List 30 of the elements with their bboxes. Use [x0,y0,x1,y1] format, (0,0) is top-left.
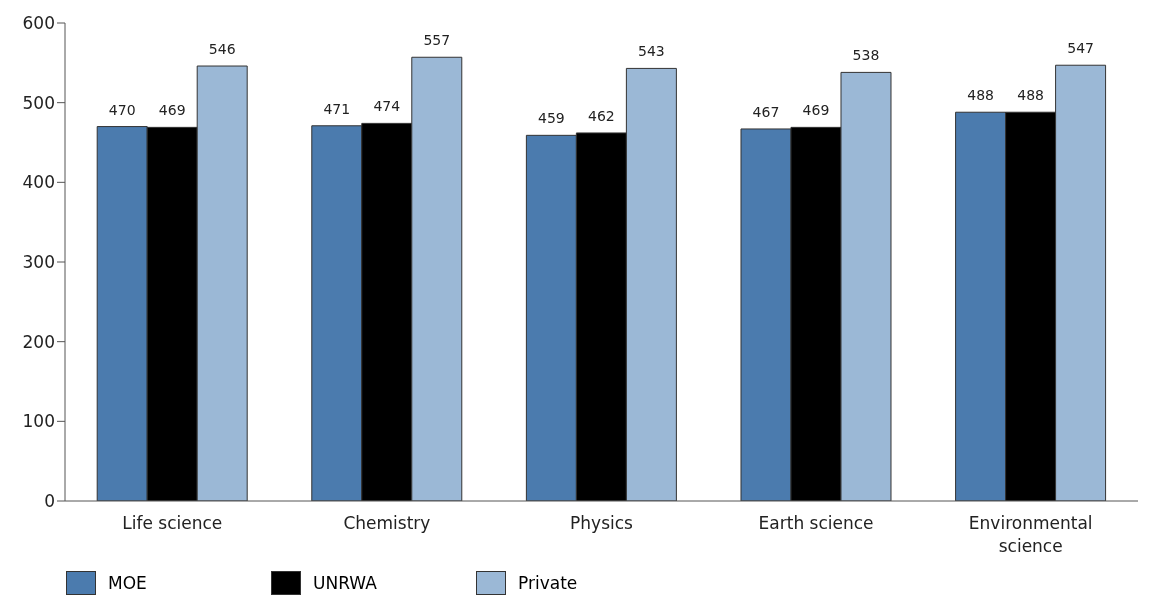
legend-label: Private [518,573,578,593]
y-tick-label: 600 [22,13,55,34]
data-label: 538 [852,47,880,64]
y-tick-label: 400 [22,172,55,193]
data-label: 547 [1067,40,1094,57]
data-label: 488 [1017,87,1044,104]
data-label: 543 [638,43,665,60]
x-tick-label: Chemistry [343,513,431,533]
data-label: 474 [373,98,401,115]
y-tick-label: 200 [22,331,55,352]
y-tick-label: 300 [22,252,55,273]
data-label: 471 [323,100,351,117]
data-label: 470 [108,101,136,118]
data-label: 459 [538,110,565,127]
y-tick-label: 0 [44,491,55,512]
data-label: 462 [588,107,615,124]
x-tick-label: Earth science [758,513,874,533]
legend-label: MOE [108,573,147,593]
x-tick-label: Environmental science [968,513,1093,556]
data-label: 546 [208,41,236,58]
y-tick-label: 500 [22,92,55,113]
data-label: 488 [967,87,994,104]
x-tick-label: Life science [122,513,223,533]
data-label: 469 [158,102,186,119]
data-label: 557 [423,32,451,49]
y-tick-label: 100 [22,411,55,432]
legend-label: UNRWA [313,573,377,593]
data-label: 467 [752,103,780,120]
x-tick-label: Physics [570,513,634,533]
data-label: 469 [802,102,830,119]
